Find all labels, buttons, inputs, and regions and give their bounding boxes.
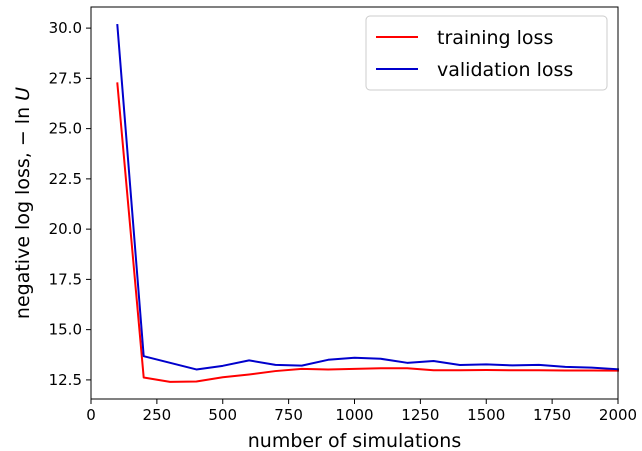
legend: training loss validation loss	[365, 15, 608, 91]
legend-entries: training loss validation loss	[376, 27, 573, 81]
y-tick-label: 27.5	[49, 69, 82, 87]
x-tick-label: 500	[208, 406, 237, 424]
y-tick-label: 30.0	[49, 19, 82, 37]
y-tick-label: 25.0	[49, 120, 82, 138]
y-tick-label: 12.5	[49, 371, 82, 389]
y-tick-label: 22.5	[49, 170, 82, 188]
x-tick-label: 1000	[335, 406, 373, 424]
legend-label-2: validation loss	[437, 59, 573, 81]
x-tick-label: 2000	[599, 406, 637, 424]
x-tick-label: 1750	[533, 406, 571, 424]
legend-box	[365, 15, 608, 91]
y-axis-label-prefix: negative log loss, − ln	[12, 101, 34, 319]
y-tick-label: 17.5	[49, 270, 82, 288]
x-tick-label: 250	[143, 406, 172, 424]
y-axis-ticks: 12.5 15.0 17.5 20.0 22.5 25.0 27.5 30.0	[49, 19, 91, 389]
y-axis-label-variable: U	[12, 87, 34, 101]
series-line-1	[116, 82, 620, 383]
x-axis-label: number of simulations	[248, 430, 462, 451]
x-tick-label: 750	[274, 406, 303, 424]
x-tick-label: 1250	[401, 406, 439, 424]
x-tick-label: 1500	[467, 406, 505, 424]
y-axis-label: negative log loss, − ln U	[12, 87, 34, 319]
legend-label-1: training loss	[437, 27, 553, 49]
series-layer	[116, 24, 620, 383]
x-tick-label: 0	[86, 406, 96, 424]
y-tick-label: 15.0	[49, 321, 82, 339]
y-tick-label: 20.0	[49, 220, 82, 238]
series-line-2	[116, 24, 620, 371]
x-axis-ticks: 0 250 500 750 1000 1250 1500 1750 2000	[86, 399, 637, 424]
